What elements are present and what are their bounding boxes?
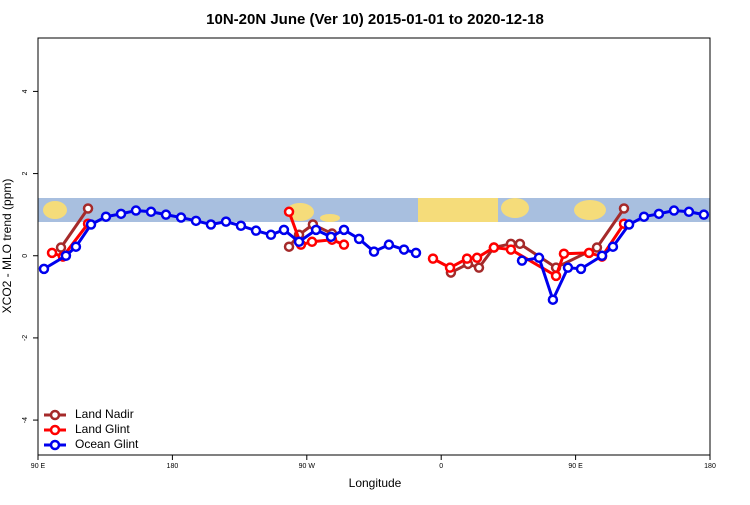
series-point [473,262,485,273]
x-tick-label: 180 [167,463,179,470]
series-point [505,244,517,255]
series-point [410,247,422,259]
x-axis-label: Longitude [349,476,402,490]
series-point [488,242,500,253]
series-point [338,239,350,250]
series-point [558,248,570,259]
series-point [547,294,559,305]
legend-marker [49,409,61,421]
series-point [220,216,232,227]
series-point [283,206,295,218]
y-tick-label: -4 [22,417,29,423]
series-point [310,224,322,236]
x-tick-label: 180 [704,463,716,470]
series-point [38,263,50,275]
series-point [325,231,337,243]
series-point [533,252,545,264]
series-point [160,209,172,220]
series-point [306,236,318,248]
series-line [59,207,90,249]
series-point [250,225,262,236]
series-point [283,241,295,252]
series-point [338,224,350,236]
plot-frame [37,37,711,456]
series-point [265,229,277,241]
series-point [653,208,665,220]
series-point [175,212,187,223]
series-point [70,241,82,252]
series-point [278,224,290,236]
x-tick-label: 90 E [31,463,46,470]
y-tick-label: 0 [22,254,29,258]
series-point [130,205,142,216]
series-point [82,203,94,214]
series-point [668,205,680,216]
series-point [550,270,562,282]
series-point [618,203,630,214]
series-point [607,241,619,252]
series-point [471,252,483,264]
series-point [46,247,58,259]
map-land [43,198,606,222]
series-point [461,253,473,264]
x-tick-label: 90 W [299,463,316,470]
series-point [383,239,395,250]
series-point [85,219,97,230]
series-point [698,209,710,220]
series-point [190,215,202,227]
series-point [60,250,72,261]
series-point [444,262,456,273]
y-tick-label: 4 [22,89,29,93]
legend-marker [49,439,61,451]
series-point [205,219,217,230]
series-point [575,263,587,275]
series-point [516,255,528,266]
series-point [562,262,574,273]
series-point [638,211,650,222]
x-tick-label: 90 E [568,463,583,470]
series-point [398,244,410,255]
series-point [145,206,157,218]
series-point [427,253,439,264]
y-tick-label: -2 [22,335,29,341]
y-axis-label: XCO2 - MLO trend (ppm) [0,179,14,314]
series-point [583,247,595,259]
series-point [368,246,380,257]
series-point [100,211,112,222]
legend-marker [49,424,61,436]
series-point [514,238,526,250]
chart-title: 10N-20N June (Ver 10) 2015-01-01 to 2020… [206,11,544,28]
series-point [353,233,365,245]
series-point [55,242,67,253]
legend-label: Land Nadir [75,407,134,421]
series-point [591,242,603,253]
series-point [235,220,247,232]
series-point [115,208,127,220]
legend-label: Ocean Glint [75,437,139,451]
x-tick-label: 0 [439,463,443,470]
series-point [293,236,305,248]
y-tick-label: 2 [22,172,29,176]
series-point [623,219,635,230]
series-point [596,250,608,261]
legend-label: Land Glint [75,422,130,436]
series-point [683,206,695,218]
